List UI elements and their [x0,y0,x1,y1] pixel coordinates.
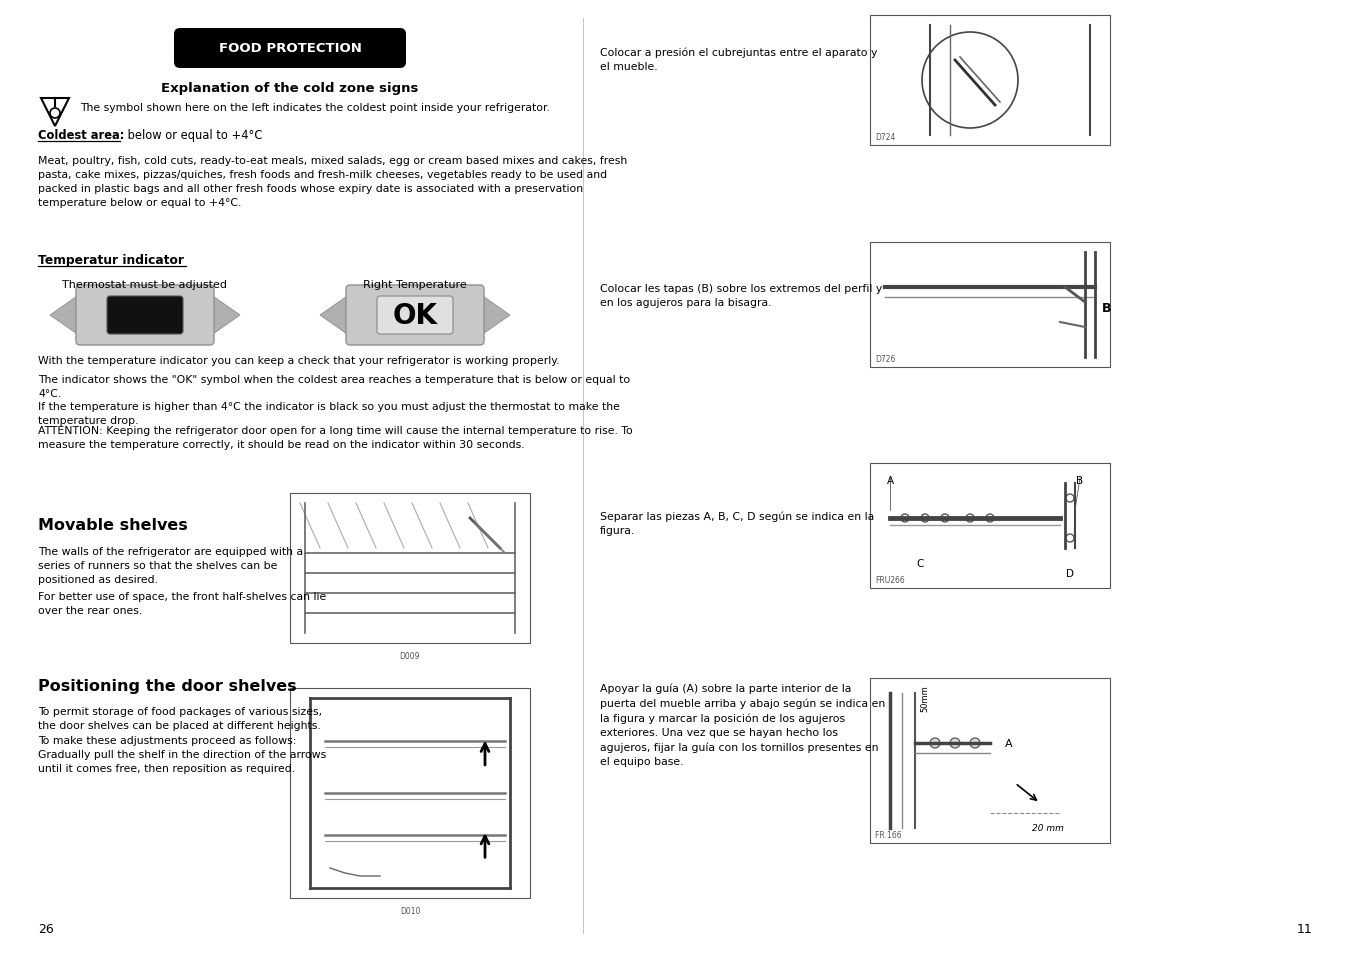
Text: 50mm: 50mm [921,685,930,712]
Text: The indicator shows the "OK" symbol when the coldest area reaches a temperature : The indicator shows the "OK" symbol when… [38,375,630,398]
Text: Movable shelves: Movable shelves [38,517,188,533]
Polygon shape [320,294,350,336]
Text: With the temperature indicator you can keep a check that your refrigerator is wo: With the temperature indicator you can k… [38,355,559,366]
FancyBboxPatch shape [76,286,215,346]
Circle shape [967,515,973,522]
Text: C: C [917,558,923,568]
FancyBboxPatch shape [107,296,184,335]
FancyBboxPatch shape [174,29,406,69]
Circle shape [921,515,929,522]
FancyBboxPatch shape [869,16,1110,146]
Circle shape [1066,495,1075,502]
Circle shape [971,739,980,748]
Text: D: D [1066,568,1075,578]
Text: 20 mm: 20 mm [1031,823,1064,832]
Text: To make these adjustments proceed as follows:
Gradually pull the shelf in the di: To make these adjustments proceed as fol… [38,735,327,773]
Text: A: A [887,476,894,485]
Text: D726: D726 [875,355,895,364]
Text: Colocar les tapas (B) sobre los extremos del perfil y
en los agujeros para la bi: Colocar les tapas (B) sobre los extremos… [599,284,883,308]
Text: If the temperature is higher than 4°C the indicator is black so you must adjust : If the temperature is higher than 4°C th… [38,401,620,426]
Text: 26: 26 [38,923,54,935]
Circle shape [930,739,940,748]
FancyBboxPatch shape [869,463,1110,588]
Text: The walls of the refrigerator are equipped with a
series of runners so that the : The walls of the refrigerator are equipp… [38,546,304,584]
Text: A: A [1004,739,1012,748]
Circle shape [986,515,994,522]
Text: To permit storage of food packages of various sizes,
the door shelves can be pla: To permit storage of food packages of va… [38,706,323,730]
Circle shape [941,515,949,522]
Circle shape [900,515,909,522]
FancyBboxPatch shape [869,243,1110,368]
Text: D010: D010 [400,906,420,915]
Text: Separar las piezas A, B, C, D según se indica en la
figura.: Separar las piezas A, B, C, D según se i… [599,511,875,535]
Polygon shape [211,294,240,336]
FancyBboxPatch shape [346,286,485,346]
FancyBboxPatch shape [377,296,454,335]
Text: Meat, poultry, fish, cold cuts, ready-to-eat meals, mixed salads, egg or cream b: Meat, poultry, fish, cold cuts, ready-to… [38,156,628,208]
Text: B: B [1102,301,1111,314]
Text: 11: 11 [1296,923,1312,935]
Polygon shape [50,294,80,336]
Circle shape [950,739,960,748]
Text: D724: D724 [875,132,895,142]
Text: FOOD PROTECTION: FOOD PROTECTION [219,43,362,55]
Text: The symbol shown here on the left indicates the coldest point inside your refrig: The symbol shown here on the left indica… [80,103,549,112]
Text: Thermostat must be adjusted: Thermostat must be adjusted [62,280,228,290]
FancyBboxPatch shape [869,679,1110,843]
Text: Right Temperature: Right Temperature [363,280,467,290]
Polygon shape [481,294,510,336]
Text: Apoyar la guía (A) sobre la parte interior de la
puerta del mueble arriba y abaj: Apoyar la guía (A) sobre la parte interi… [599,683,886,766]
Text: For better use of space, the front half-shelves can lie
over the rear ones.: For better use of space, the front half-… [38,592,327,616]
Text: Temperatur indicator: Temperatur indicator [38,253,184,267]
Text: FRU266: FRU266 [875,576,905,584]
Circle shape [1066,535,1075,542]
Text: Coldest area:: Coldest area: [38,129,124,142]
Text: Positioning the door shelves: Positioning the door shelves [38,679,297,693]
Text: FR 166: FR 166 [875,830,902,840]
Text: OK: OK [393,302,437,330]
Text: below or equal to +4°C: below or equal to +4°C [124,129,262,142]
Text: Explanation of the cold zone signs: Explanation of the cold zone signs [161,82,418,95]
Text: Colocar a presión el cubrejuntas entre el aparato y
el mueble.: Colocar a presión el cubrejuntas entre e… [599,48,878,72]
Text: B: B [1076,476,1084,485]
Text: ATTENTION: Keeping the refrigerator door open for a long time will cause the int: ATTENTION: Keeping the refrigerator door… [38,426,633,450]
FancyBboxPatch shape [290,688,531,898]
FancyBboxPatch shape [290,494,531,643]
Text: D009: D009 [400,651,420,660]
